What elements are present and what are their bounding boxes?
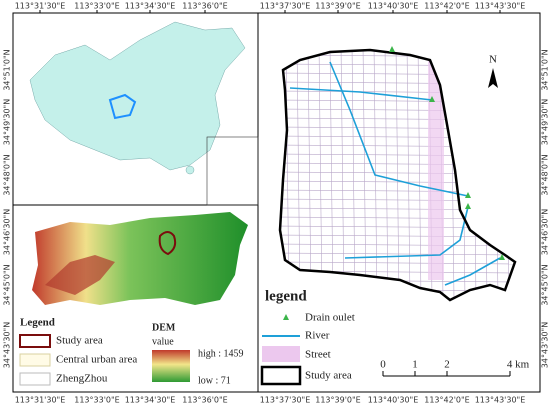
y-axis-label: 34°51'0"N	[541, 49, 550, 90]
legend-swatch	[283, 314, 289, 320]
scale-label: 0	[380, 359, 386, 371]
y-axis-label: 34°51'0"N	[3, 49, 12, 90]
x-axis-label: 113°40'30"E	[368, 2, 419, 11]
x-axis-label: 113°36'0"E	[182, 396, 227, 405]
legend-swatch	[19, 353, 51, 367]
x-axis-label: 113°33'0"E	[74, 396, 119, 405]
legend-swatch	[262, 346, 300, 362]
legend-label: ZhengZhou	[56, 373, 108, 385]
y-axis-label: 34°49'30"N	[3, 99, 12, 145]
y-axis-label: 34°48'0"N	[541, 154, 550, 195]
legend-label: Study area	[305, 370, 352, 382]
dem-high: high : 1459	[198, 348, 244, 359]
y-axis-label: 34°43'30"N	[541, 322, 550, 368]
legend-label: River	[305, 330, 330, 342]
north-label: N	[489, 54, 497, 66]
x-axis-label: 113°42'0"E	[424, 396, 469, 405]
y-axis-label: 34°45'0"N	[541, 264, 550, 305]
x-axis-label: 113°39'0"E	[315, 396, 360, 405]
x-axis-label: 113°31'30"E	[15, 396, 66, 405]
dem-low: low : 71	[198, 375, 231, 386]
legend-title: legend	[265, 288, 307, 304]
x-axis-label: 113°36'0"E	[182, 2, 227, 11]
street	[280, 252, 515, 256]
legend-label: Central urban area	[56, 354, 137, 366]
scale-label: 4 km	[507, 359, 530, 371]
china-map	[29, 21, 259, 206]
y-axis-label: 34°45'0"N	[3, 264, 12, 305]
inset-legend: Legend Study area Central urban area Zhe…	[19, 317, 244, 386]
legend-swatch	[260, 365, 302, 386]
dem-map	[32, 212, 248, 305]
x-axis-label: 113°37'30"E	[260, 396, 311, 405]
dem-title: DEM	[152, 322, 176, 333]
scale-label: 2	[444, 359, 450, 371]
y-axis-label: 34°46'30"N	[541, 209, 550, 255]
legend-title: Legend	[20, 317, 55, 329]
legend-swatch	[19, 334, 51, 348]
y-axis-label: 34°43'30"N	[3, 322, 12, 368]
x-axis-label: 113°34'30"E	[125, 2, 176, 11]
street	[285, 50, 290, 300]
legend-label: Study area	[56, 335, 103, 347]
y-axis-label: 34°49'30"N	[541, 99, 550, 145]
street	[417, 50, 422, 300]
street	[280, 243, 515, 247]
legend-label: Drain oulet	[305, 312, 355, 324]
x-axis-label: 113°40'30"E	[368, 396, 419, 405]
x-axis-label: 113°33'0"E	[74, 2, 119, 11]
x-axis-label: 113°34'30"E	[125, 396, 176, 405]
dem-ramp	[152, 350, 190, 382]
main-legend: legend Drain oulet River Street Study ar…	[260, 288, 355, 386]
street	[384, 50, 389, 300]
x-axis-label: 113°37'30"E	[260, 2, 311, 11]
dem-subtitle: value	[152, 336, 174, 347]
x-axis-label: 113°39'0"E	[315, 2, 360, 11]
scale-bar: 0 1 2 4 km	[380, 359, 530, 377]
street	[406, 50, 411, 300]
x-axis-label: 113°43'30"E	[475, 2, 526, 11]
street	[280, 261, 515, 265]
street	[296, 50, 301, 300]
street	[395, 50, 400, 300]
y-axis-label: 34°48'0"N	[3, 154, 12, 195]
legend-label: Street	[305, 349, 331, 361]
x-axis-label: 113°31'30"E	[15, 2, 66, 11]
x-axis-label: 113°43'30"E	[475, 396, 526, 405]
y-axis-label: 34°46'30"N	[3, 209, 12, 255]
scale-label: 1	[412, 359, 418, 371]
legend-swatch	[19, 372, 51, 386]
x-axis-label: 113°42'0"E	[424, 2, 469, 11]
north-arrow: N	[488, 54, 498, 88]
